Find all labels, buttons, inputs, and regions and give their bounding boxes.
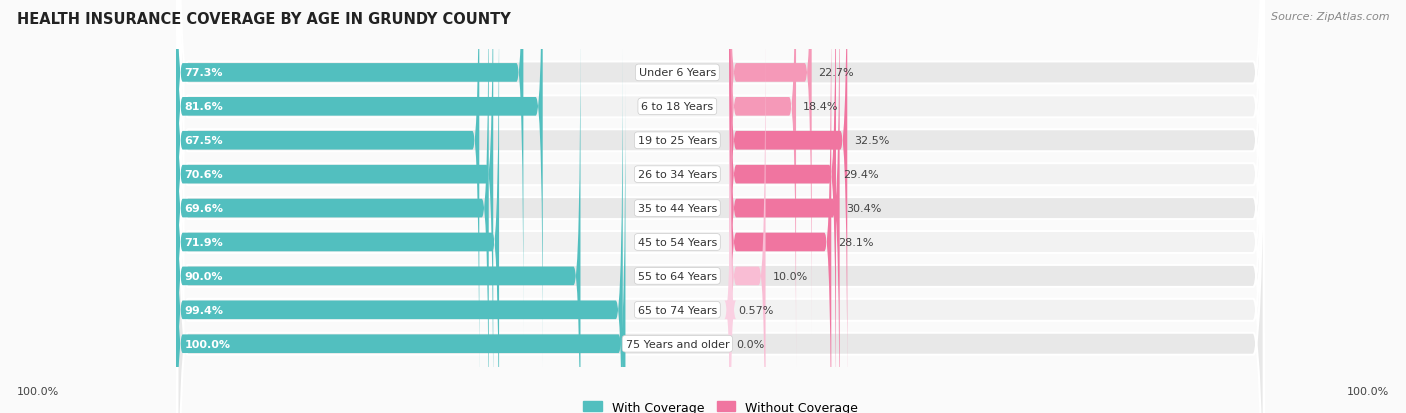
FancyBboxPatch shape [177,0,1264,413]
FancyBboxPatch shape [176,49,623,413]
Text: 29.4%: 29.4% [844,170,879,180]
FancyBboxPatch shape [176,0,479,402]
Text: 69.6%: 69.6% [184,204,224,214]
FancyBboxPatch shape [730,0,848,402]
FancyBboxPatch shape [176,15,581,413]
FancyBboxPatch shape [176,0,499,413]
Text: 99.4%: 99.4% [184,305,224,315]
Text: 75 Years and older: 75 Years and older [626,339,730,349]
FancyBboxPatch shape [730,0,831,413]
Text: 81.6%: 81.6% [184,102,224,112]
Text: 22.7%: 22.7% [818,68,855,78]
Text: 30.4%: 30.4% [846,204,882,214]
Text: 18.4%: 18.4% [803,102,838,112]
Text: 28.1%: 28.1% [838,237,873,247]
FancyBboxPatch shape [177,0,1264,413]
FancyBboxPatch shape [176,0,543,368]
FancyBboxPatch shape [730,15,765,413]
FancyBboxPatch shape [177,0,1264,413]
Text: 35 to 44 Years: 35 to 44 Years [638,204,717,214]
Text: 6 to 18 Years: 6 to 18 Years [641,102,713,112]
Text: 100.0%: 100.0% [17,387,59,396]
Text: 71.9%: 71.9% [184,237,224,247]
FancyBboxPatch shape [177,0,1264,413]
Legend: With Coverage, Without Coverage: With Coverage, Without Coverage [578,396,863,413]
Text: 0.0%: 0.0% [737,339,765,349]
Text: 26 to 34 Years: 26 to 34 Years [638,170,717,180]
Text: 100.0%: 100.0% [184,339,231,349]
FancyBboxPatch shape [176,0,523,335]
Text: 90.0%: 90.0% [184,271,224,281]
Text: Under 6 Years: Under 6 Years [638,68,716,78]
FancyBboxPatch shape [730,0,796,368]
Text: 45 to 54 Years: 45 to 54 Years [638,237,717,247]
Text: 19 to 25 Years: 19 to 25 Years [638,136,717,146]
FancyBboxPatch shape [730,0,811,335]
Text: 55 to 64 Years: 55 to 64 Years [638,271,717,281]
FancyBboxPatch shape [730,0,839,413]
FancyBboxPatch shape [177,0,1264,413]
Text: 32.5%: 32.5% [855,136,890,146]
Text: 77.3%: 77.3% [184,68,224,78]
Text: 10.0%: 10.0% [772,271,807,281]
FancyBboxPatch shape [177,0,1264,413]
FancyBboxPatch shape [730,0,837,413]
Text: 67.5%: 67.5% [184,136,224,146]
Text: HEALTH INSURANCE COVERAGE BY AGE IN GRUNDY COUNTY: HEALTH INSURANCE COVERAGE BY AGE IN GRUN… [17,12,510,27]
Text: 100.0%: 100.0% [1347,387,1389,396]
Text: Source: ZipAtlas.com: Source: ZipAtlas.com [1271,12,1389,22]
FancyBboxPatch shape [176,83,626,413]
FancyBboxPatch shape [177,0,1264,413]
Text: 0.57%: 0.57% [738,305,773,315]
FancyBboxPatch shape [176,0,494,413]
FancyBboxPatch shape [176,0,489,413]
FancyBboxPatch shape [724,49,737,413]
FancyBboxPatch shape [177,0,1264,413]
Text: 65 to 74 Years: 65 to 74 Years [638,305,717,315]
FancyBboxPatch shape [177,0,1264,413]
Text: 70.6%: 70.6% [184,170,224,180]
